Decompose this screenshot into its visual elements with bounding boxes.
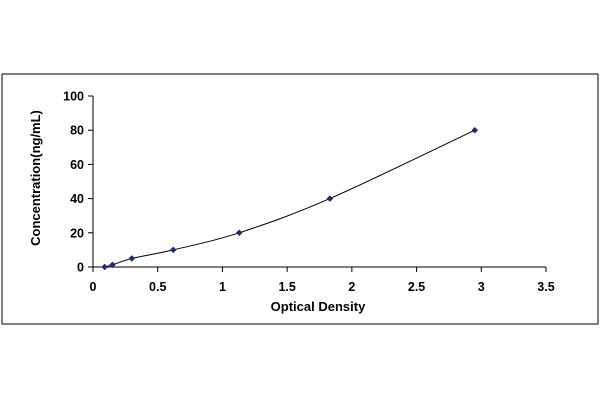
y-tick-label: 60	[70, 158, 84, 172]
data-point	[109, 261, 116, 269]
x-tick-label: 1	[219, 280, 226, 294]
x-tick-label: 2.5	[408, 280, 425, 294]
x-tick-label: 3	[478, 280, 485, 294]
data-point	[101, 263, 109, 271]
chart-border	[1, 73, 599, 325]
x-tick-label: 2	[348, 280, 355, 294]
x-tick-label: 0	[90, 280, 97, 294]
data-point	[326, 195, 334, 202]
x-tick-label: 1.5	[278, 280, 295, 294]
axes	[92, 96, 546, 268]
tick-marks	[88, 95, 547, 272]
x-tick-label: 3.5	[537, 280, 554, 294]
data-point	[471, 126, 479, 134]
data-points	[101, 126, 479, 271]
data-point	[169, 246, 177, 254]
y-tick-label: 0	[77, 261, 84, 275]
y-axis-title: Concentration(ng/mL)	[28, 110, 43, 246]
y-tick-label: 80	[70, 124, 84, 138]
x-tick-label: 0.5	[149, 280, 166, 294]
y-tick-label: 40	[70, 192, 84, 206]
tick-labels: 0 0.5 1 1.5 2 2.5 3 3.5 0 20 40 60 80 100	[63, 90, 555, 295]
x-axis-title: Optical Density	[271, 299, 366, 314]
y-tick-label: 20	[70, 226, 84, 240]
data-point	[128, 255, 136, 262]
y-tick-label: 100	[63, 90, 84, 104]
data-point	[235, 229, 243, 237]
